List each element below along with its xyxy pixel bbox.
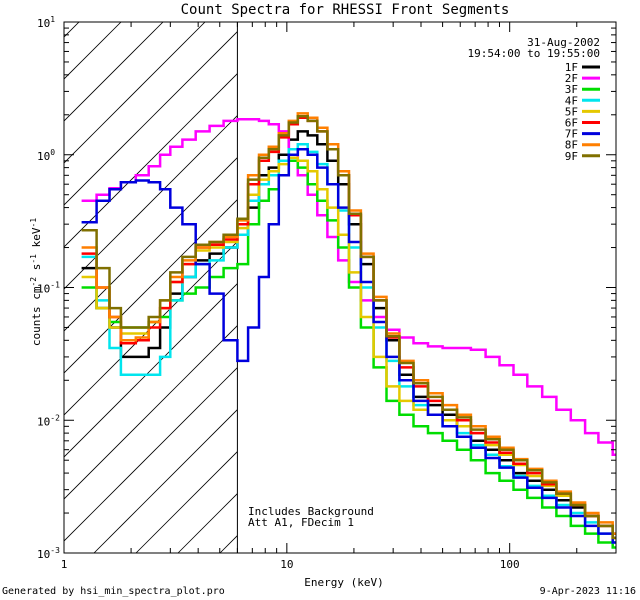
y-tick-label: 10-2 — [37, 413, 60, 428]
legend-label-5f: 5F — [565, 105, 578, 118]
legend-label-6f: 6F — [565, 117, 578, 130]
x-tick-label: 100 — [500, 558, 520, 571]
hatch-line — [262, 0, 640, 553]
hatch-line — [64, 367, 238, 542]
annotation-background: Includes Background — [248, 505, 374, 518]
footer-timestamp: 9-Apr-2023 11:16 — [540, 586, 636, 597]
x-tick-label: 1 — [61, 558, 68, 571]
hatched-region — [64, 0, 640, 553]
x-axis: 1 10 100 — [61, 22, 617, 571]
annotation-attenuator: Att A1, FDecim 1 — [248, 516, 354, 529]
hatch-line — [64, 283, 238, 458]
hatch-line — [64, 241, 238, 416]
hatch-line — [64, 157, 238, 332]
series-group — [81, 112, 616, 549]
legend-label-9f: 9F — [565, 150, 578, 163]
hatch-line — [64, 22, 164, 122]
hatch-line — [346, 0, 640, 553]
hatch-line — [64, 199, 238, 374]
legend-label-2f: 2F — [565, 72, 578, 85]
hatch-line — [93, 409, 238, 553]
legend-label-4f: 4F — [565, 94, 578, 107]
footer-generated-by: Generated by hsi_min_spectra_plot.pro — [2, 586, 225, 597]
hatch-line — [64, 22, 80, 38]
hatch-line — [304, 0, 640, 553]
hatch-line — [64, 22, 206, 164]
legend-label-3f: 3F — [565, 83, 578, 96]
x-tick-label: 10 — [280, 558, 293, 571]
date-label: 31-Aug-2002 — [527, 36, 600, 49]
legend-label-1f: 1F — [565, 61, 578, 74]
y-tick-label: 101 — [37, 15, 55, 30]
chart-title: Count Spectra for RHESSI Front Segments — [181, 2, 510, 18]
hatch-line — [64, 325, 238, 500]
y-tick-label: 100 — [37, 148, 55, 163]
time-range-label: 19:54:00 to 19:55:00 — [468, 47, 600, 60]
series-9f-line — [81, 114, 616, 540]
hatch-line — [64, 22, 122, 80]
y-axis-label: counts cm-2 s-1 keV-1 — [29, 218, 43, 346]
series-7f-line — [81, 148, 616, 544]
legend-label-8f: 8F — [565, 139, 578, 152]
series-3f-line — [81, 159, 616, 549]
hatch-line — [64, 31, 238, 206]
hatch-line — [64, 115, 238, 290]
x-axis-label: Energy (keV) — [304, 576, 383, 589]
series-2f-line — [81, 118, 616, 456]
legend-label-7f: 7F — [565, 128, 578, 141]
y-tick-label: 10-3 — [37, 546, 60, 561]
series-4f-line — [81, 142, 616, 544]
hatch-line — [135, 451, 238, 553]
